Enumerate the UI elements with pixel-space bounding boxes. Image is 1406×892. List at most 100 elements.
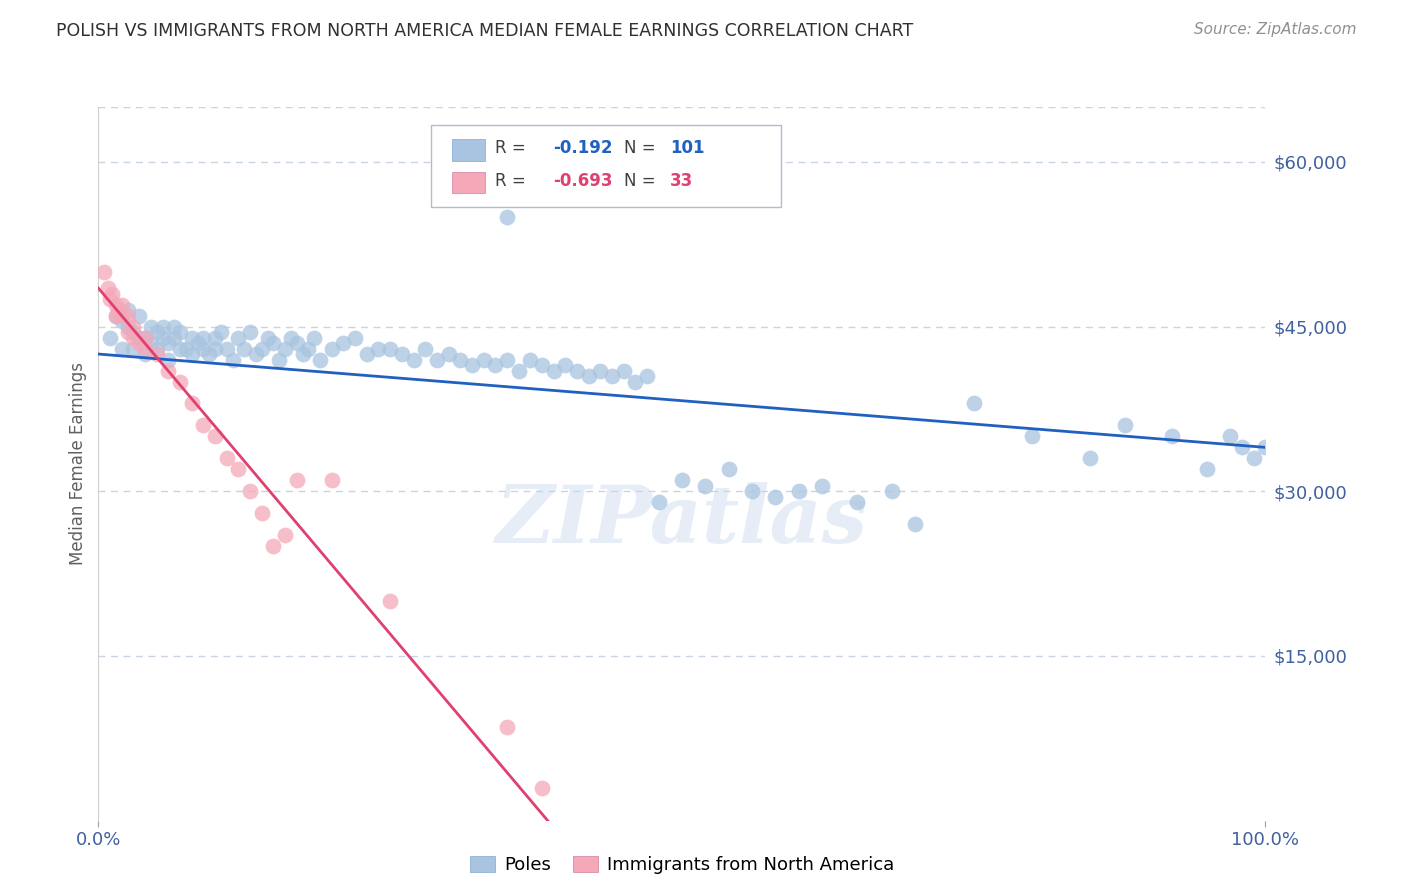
- Point: [163, 330, 186, 344]
- Point: [117, 309, 139, 323]
- Point: [495, 720, 517, 734]
- Point: [600, 369, 623, 384]
- Point: [139, 319, 162, 334]
- Point: [262, 336, 284, 351]
- Point: [1195, 462, 1218, 476]
- Point: [461, 358, 484, 372]
- Point: [134, 330, 156, 344]
- Point: [695, 479, 717, 493]
- Point: [169, 342, 191, 356]
- Point: [1021, 429, 1043, 443]
- Point: [962, 396, 984, 410]
- Point: [215, 451, 238, 466]
- Text: R =: R =: [495, 171, 531, 189]
- Point: [378, 594, 402, 608]
- Point: [93, 265, 115, 279]
- Point: [97, 281, 120, 295]
- Point: [269, 352, 291, 367]
- Point: [204, 330, 226, 344]
- Point: [402, 352, 425, 367]
- Point: [221, 352, 243, 367]
- Point: [180, 396, 202, 410]
- Point: [291, 347, 314, 361]
- Point: [297, 342, 319, 356]
- Point: [239, 484, 262, 499]
- Point: [146, 325, 169, 339]
- Point: [157, 363, 180, 377]
- Point: [285, 473, 308, 487]
- Point: [98, 330, 121, 344]
- Point: [763, 490, 786, 504]
- Point: [671, 473, 693, 487]
- Point: [332, 336, 354, 351]
- Text: R =: R =: [495, 139, 531, 157]
- Point: [128, 330, 150, 344]
- Point: [437, 347, 460, 361]
- Point: [344, 330, 367, 344]
- Point: [554, 358, 576, 372]
- Point: [180, 330, 202, 344]
- Point: [111, 342, 134, 356]
- Point: [169, 325, 191, 339]
- Point: [274, 528, 297, 542]
- Point: [169, 375, 191, 389]
- Point: [1080, 451, 1102, 466]
- Point: [472, 352, 495, 367]
- Text: 33: 33: [671, 171, 693, 189]
- Point: [228, 462, 250, 476]
- Point: [495, 210, 517, 224]
- Point: [1254, 441, 1277, 455]
- Y-axis label: Median Female Earnings: Median Female Earnings: [69, 362, 87, 566]
- Point: [741, 484, 763, 499]
- Point: [193, 418, 215, 433]
- Point: [636, 369, 658, 384]
- Point: [519, 352, 541, 367]
- Point: [578, 369, 600, 384]
- Text: POLISH VS IMMIGRANTS FROM NORTH AMERICA MEDIAN FEMALE EARNINGS CORRELATION CHART: POLISH VS IMMIGRANTS FROM NORTH AMERICA …: [56, 22, 914, 40]
- Point: [152, 330, 174, 344]
- Point: [356, 347, 378, 361]
- Point: [321, 342, 343, 356]
- Point: [122, 319, 145, 334]
- Point: [256, 330, 278, 344]
- Point: [508, 363, 530, 377]
- Point: [204, 429, 226, 443]
- Point: [111, 309, 134, 323]
- Text: 101: 101: [671, 139, 704, 157]
- Text: N =: N =: [623, 171, 661, 189]
- Point: [245, 347, 267, 361]
- Point: [128, 336, 150, 351]
- Point: [174, 342, 197, 356]
- Point: [1219, 429, 1241, 443]
- Point: [228, 330, 250, 344]
- Point: [274, 342, 297, 356]
- Point: [530, 358, 553, 372]
- Point: [250, 506, 273, 520]
- Point: [904, 517, 927, 532]
- Point: [157, 352, 180, 367]
- Point: [134, 347, 156, 361]
- Text: ZIPatlas: ZIPatlas: [496, 483, 868, 559]
- Point: [484, 358, 506, 372]
- Point: [321, 473, 343, 487]
- Point: [262, 539, 284, 553]
- Text: -0.192: -0.192: [554, 139, 613, 157]
- Point: [1230, 441, 1253, 455]
- Point: [285, 336, 308, 351]
- Point: [187, 336, 209, 351]
- Point: [367, 342, 389, 356]
- Point: [449, 352, 471, 367]
- Point: [613, 363, 636, 377]
- Text: N =: N =: [623, 139, 661, 157]
- Point: [647, 495, 669, 509]
- Point: [163, 319, 186, 334]
- Point: [565, 363, 588, 377]
- Point: [117, 303, 139, 318]
- Point: [146, 342, 169, 356]
- Point: [624, 375, 647, 389]
- Point: [233, 342, 256, 356]
- Point: [239, 325, 262, 339]
- Point: [117, 325, 139, 339]
- Point: [117, 319, 139, 334]
- Point: [880, 484, 903, 499]
